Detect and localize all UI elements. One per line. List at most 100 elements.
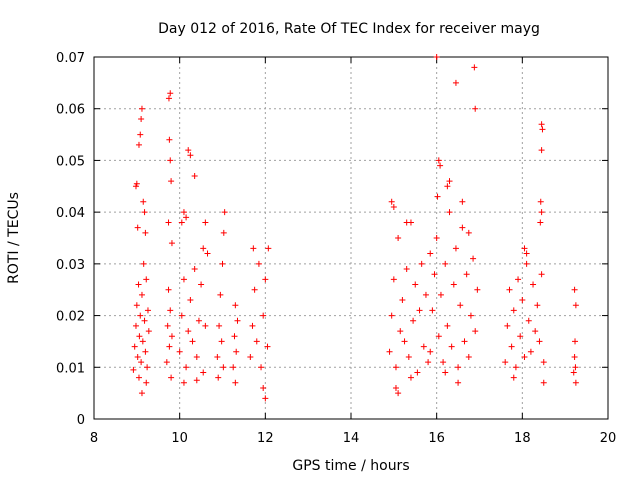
data-point: [538, 121, 545, 128]
data-point: [138, 116, 145, 123]
data-point: [183, 364, 190, 371]
data-point: [262, 276, 269, 283]
data-point: [260, 384, 267, 391]
data-point: [178, 219, 185, 226]
data-point: [138, 390, 145, 397]
data-point: [399, 297, 406, 304]
y-tick-label: 0.07: [56, 51, 85, 66]
data-point: [395, 235, 402, 241]
data-point: [144, 364, 151, 371]
data-point: [465, 229, 472, 236]
data-point: [167, 90, 174, 97]
data-point: [195, 317, 202, 324]
data-point: [138, 359, 145, 366]
data-point: [435, 333, 442, 340]
data-point: [187, 152, 194, 159]
data-point: [187, 297, 194, 304]
y-tick-label: 0.02: [56, 310, 85, 325]
x-tick-labels: 8 10 12 14 16 18 20: [90, 431, 616, 446]
data-point: [405, 353, 412, 360]
data-point: [180, 276, 187, 283]
data-point: [178, 312, 185, 319]
y-tick-label: 0: [77, 413, 85, 428]
data-point: [176, 348, 183, 355]
chart-title: Day 012 of 2016, Rate Of TEC Index for r…: [158, 21, 540, 37]
x-tick-label: 8: [90, 431, 98, 446]
x-tick-label: 16: [428, 431, 445, 446]
data-point: [572, 338, 579, 345]
data-point: [386, 348, 393, 355]
data-point: [510, 307, 517, 314]
data-point: [133, 302, 140, 309]
data-point: [418, 260, 425, 267]
data-point: [539, 126, 546, 133]
data-point: [461, 338, 468, 345]
data-point: [193, 353, 200, 360]
data-point: [508, 343, 515, 350]
data-point: [538, 147, 545, 154]
data-point: [390, 203, 397, 210]
data-point: [215, 374, 222, 381]
data-point: [571, 286, 578, 293]
data-point: [407, 374, 414, 381]
data-point: [134, 224, 141, 231]
data-point: [534, 302, 541, 309]
data-point: [571, 353, 578, 360]
data-point: [434, 193, 441, 200]
data-point: [470, 255, 477, 262]
data-point: [523, 260, 530, 267]
data-point: [166, 136, 173, 143]
data-point: [168, 178, 175, 185]
data-point: [260, 312, 267, 319]
data-point: [136, 333, 143, 340]
data-point: [527, 348, 534, 355]
y-axis-label: ROTI / TECUs: [6, 192, 22, 284]
data-point: [420, 343, 427, 350]
data-point: [388, 198, 395, 205]
data-point: [200, 369, 207, 376]
data-point: [249, 322, 256, 329]
data-point: [572, 379, 579, 386]
data-point: [465, 353, 472, 360]
data-point: [403, 219, 410, 226]
data-point: [191, 172, 198, 179]
data-point: [145, 328, 152, 335]
data-point: [130, 366, 137, 373]
y-tick-label: 0.04: [56, 206, 85, 221]
axis-ticks: [93, 56, 609, 420]
data-point: [164, 322, 171, 329]
y-tick-labels: 0 0.01 0.02 0.03 0.04 0.05 0.06 0.07: [56, 51, 85, 428]
data-point: [134, 353, 141, 360]
data-point: [388, 312, 395, 319]
data-point: [142, 229, 149, 236]
data-point: [431, 271, 438, 278]
data-point: [572, 364, 579, 371]
data-point: [425, 359, 432, 366]
data-point: [135, 374, 142, 381]
data-point: [202, 219, 209, 226]
data-point: [185, 328, 192, 335]
data-point: [234, 317, 241, 324]
data-points: [130, 54, 579, 402]
data-point: [204, 250, 211, 257]
data-point: [521, 353, 528, 360]
data-point: [193, 377, 200, 384]
data-point: [191, 266, 198, 273]
data-point: [189, 338, 196, 345]
data-point: [455, 364, 462, 371]
data-point: [467, 312, 474, 319]
data-point: [137, 312, 144, 319]
y-tick-label: 0.01: [56, 361, 85, 376]
data-point: [141, 209, 148, 216]
data-point: [422, 291, 429, 298]
data-point: [459, 224, 466, 231]
data-point: [429, 307, 436, 314]
data-point: [168, 333, 175, 340]
data-point: [143, 276, 150, 283]
data-point: [435, 157, 442, 164]
data-point: [217, 291, 224, 298]
data-point: [536, 338, 543, 345]
data-point: [427, 250, 434, 257]
data-point: [572, 302, 579, 309]
data-point: [247, 353, 254, 360]
